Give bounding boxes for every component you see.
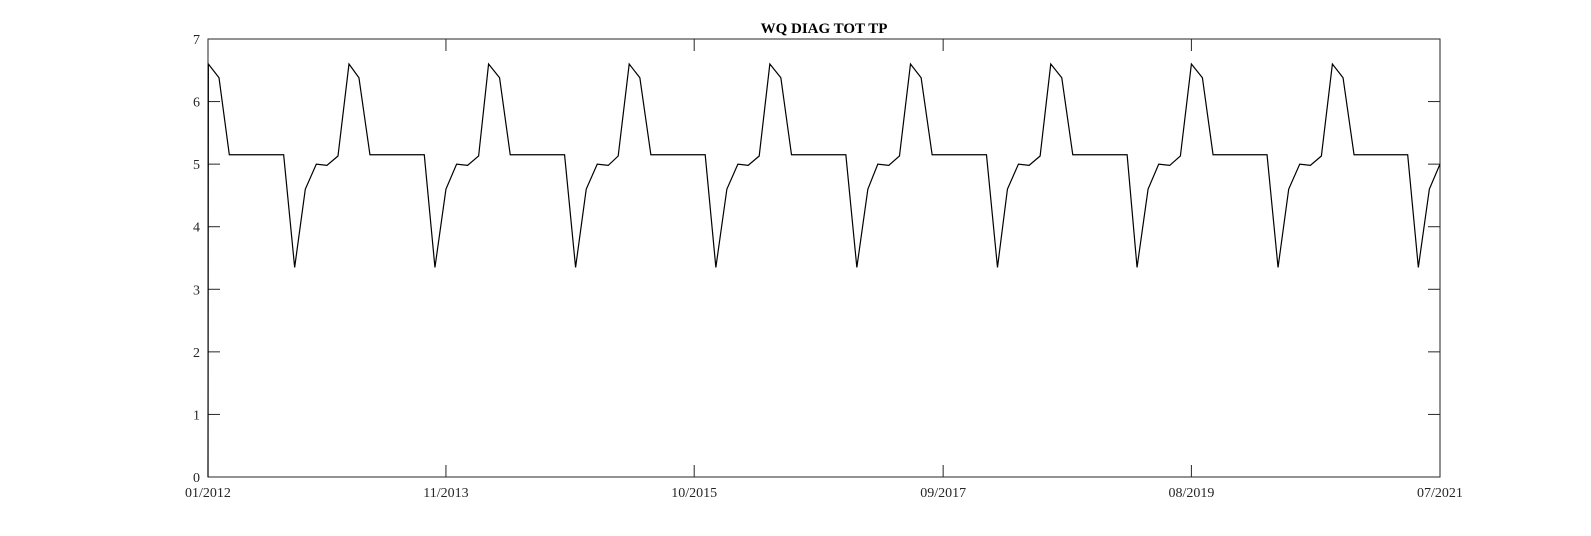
x-tick-label: 07/2021 <box>1417 486 1463 501</box>
x-tick-label: 10/2015 <box>671 486 717 501</box>
series-layer <box>207 62 1441 478</box>
y-tick-label: 7 <box>193 33 200 48</box>
x-axis: 01/2012 11/2013 10/2015 09/2017 08/2019 07/20… <box>185 39 1463 501</box>
x-tick-label: 01/2012 <box>185 486 231 501</box>
x-tick-label: 08/2019 <box>1168 486 1214 501</box>
y-tick-label: 3 <box>193 283 200 298</box>
y-axis: 0 1 2 3 4 5 6 7 <box>193 33 1440 486</box>
x-tick-label: 11/2013 <box>423 486 468 501</box>
plot-frame <box>207 38 1441 478</box>
y-tick-label: 2 <box>193 346 200 361</box>
chart-title: WQ DIAG TOT TP <box>761 21 888 37</box>
y-tick-label: 6 <box>193 96 200 111</box>
y-tick-label: 0 <box>193 471 200 486</box>
y-tick-label: 4 <box>193 221 200 236</box>
y-tick-label: 5 <box>193 158 200 173</box>
series-line <box>207 62 1441 478</box>
x-tick-label: 09/2017 <box>920 486 966 501</box>
y-tick-label: 1 <box>193 408 200 423</box>
